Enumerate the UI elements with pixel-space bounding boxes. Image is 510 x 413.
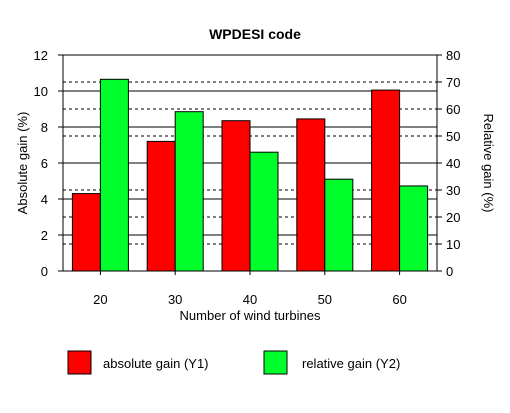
y2-tick-label: 0 bbox=[446, 264, 453, 279]
bar-absolute-gain bbox=[221, 120, 251, 272]
y2-axis-title: Relative gain (%) bbox=[481, 114, 496, 213]
legend-label-absolute-gain: absolute gain (Y1) bbox=[103, 356, 209, 371]
y-tick-label: 6 bbox=[41, 156, 48, 171]
bar-relative-gain bbox=[99, 78, 129, 272]
y2-tick-label: 60 bbox=[446, 102, 460, 117]
y2-tick-label: 10 bbox=[446, 237, 460, 252]
x-tick-label: 30 bbox=[168, 292, 182, 307]
legend-label-relative-gain: relative gain (Y2) bbox=[302, 356, 400, 371]
y-axis-title: Absolute gain (%) bbox=[15, 112, 30, 215]
x-tick-label: 60 bbox=[392, 292, 406, 307]
x-tick-label: 20 bbox=[93, 292, 107, 307]
bar-absolute-gain bbox=[371, 89, 401, 272]
y-tick-label: 2 bbox=[41, 228, 48, 243]
legend-swatch-absolute-gain bbox=[67, 350, 92, 375]
x-tick-label: 50 bbox=[318, 292, 332, 307]
x-axis-title: Number of wind turbines bbox=[180, 308, 321, 323]
bar-relative-gain bbox=[174, 111, 204, 272]
y-tick-label: 4 bbox=[41, 192, 48, 207]
y2-tick-label: 80 bbox=[446, 48, 460, 63]
bar-absolute-gain bbox=[296, 118, 326, 272]
bar-absolute-gain bbox=[146, 140, 176, 272]
x-tick-label: 40 bbox=[243, 292, 257, 307]
bar-relative-gain bbox=[324, 178, 354, 272]
y2-tick-label: 50 bbox=[446, 129, 460, 144]
y2-tick-label: 30 bbox=[446, 183, 460, 198]
bar-absolute-gain bbox=[71, 193, 101, 272]
chart-title: WPDESI code bbox=[209, 26, 301, 42]
y2-tick-label: 70 bbox=[446, 75, 460, 90]
y-tick-label: 8 bbox=[41, 120, 48, 135]
y-tick-label: 10 bbox=[34, 84, 48, 99]
y2-tick-label: 20 bbox=[446, 210, 460, 225]
y-tick-label: 12 bbox=[34, 48, 48, 63]
y2-tick-label: 40 bbox=[446, 156, 460, 171]
y-tick-label: 0 bbox=[41, 264, 48, 279]
legend-swatch-relative-gain bbox=[263, 350, 288, 375]
bar-relative-gain bbox=[399, 185, 429, 272]
bar-relative-gain bbox=[249, 151, 279, 272]
